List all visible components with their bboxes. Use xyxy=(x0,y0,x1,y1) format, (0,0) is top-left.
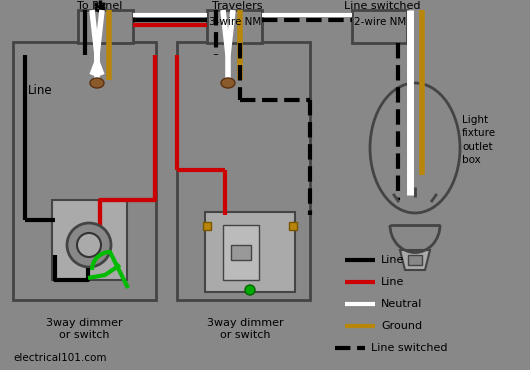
Bar xyxy=(52,200,127,280)
Text: Line: Line xyxy=(381,277,404,287)
Text: 3way dimmer
or switch: 3way dimmer or switch xyxy=(46,318,122,340)
Ellipse shape xyxy=(90,78,104,88)
Polygon shape xyxy=(400,250,430,270)
Text: electrical101.com: electrical101.com xyxy=(13,353,107,363)
Circle shape xyxy=(77,233,101,257)
Bar xyxy=(231,245,251,260)
Bar xyxy=(203,222,211,230)
Text: Line: Line xyxy=(381,255,404,265)
Bar xyxy=(289,222,297,230)
Text: 3-wire NM: 3-wire NM xyxy=(209,17,261,27)
Text: To Panel: To Panel xyxy=(77,1,122,11)
Text: 2-wire NM: 2-wire NM xyxy=(354,17,406,27)
Text: Line switched: Line switched xyxy=(344,1,420,11)
Bar xyxy=(78,10,133,43)
Bar xyxy=(352,10,407,43)
Text: Light
fixture
outlet
box: Light fixture outlet box xyxy=(462,115,496,165)
Bar xyxy=(177,42,310,300)
Circle shape xyxy=(245,285,255,295)
Circle shape xyxy=(67,223,111,267)
Text: Line switched: Line switched xyxy=(371,343,447,353)
Ellipse shape xyxy=(221,78,235,88)
Text: Travelers: Travelers xyxy=(212,1,262,11)
Bar xyxy=(205,212,295,292)
Ellipse shape xyxy=(370,83,460,213)
Bar xyxy=(223,225,259,280)
Text: Neutral: Neutral xyxy=(381,299,422,309)
Text: Line: Line xyxy=(28,84,52,97)
Bar xyxy=(13,42,156,300)
Bar xyxy=(207,10,262,43)
Text: 3way dimmer
or switch: 3way dimmer or switch xyxy=(207,318,284,340)
Text: Ground: Ground xyxy=(381,321,422,331)
Bar xyxy=(408,255,422,265)
